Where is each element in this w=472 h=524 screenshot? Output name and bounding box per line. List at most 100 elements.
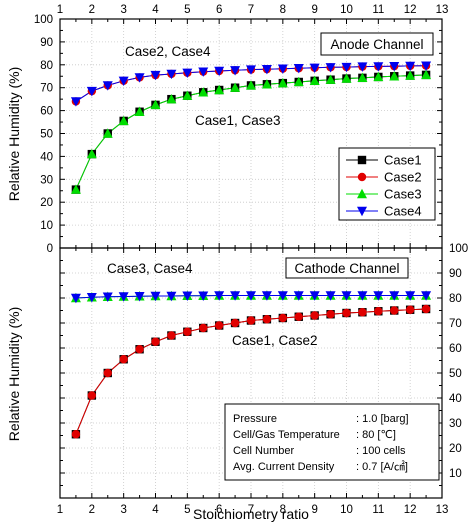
data-point-case2: [326, 310, 335, 319]
info-label-current-density: Avg. Current Density: [233, 461, 335, 473]
data-point-case3: [405, 70, 416, 80]
data-point-case2: [183, 327, 192, 336]
data-point-case4: [309, 291, 320, 301]
legend-marker-case4: [357, 206, 367, 217]
data-point-case4: [246, 291, 256, 301]
y-tick-label: 30: [40, 174, 53, 186]
data-point-case4: [86, 86, 97, 97]
info-value-pressure: : 1.0 [barg]: [356, 413, 409, 425]
data-point-case4: [134, 73, 145, 83]
data-point-case3: [246, 80, 256, 90]
data-point-case4: [341, 62, 352, 73]
legend-label-case2: Case2: [384, 170, 422, 185]
data-point-case4: [102, 292, 113, 302]
data-point-case4: [230, 66, 241, 76]
info-label-cell-number: Cell Number: [233, 445, 294, 457]
data-point-case4: [246, 65, 256, 75]
bottom-panel: 1 2 3 4 5 6 7 8 9 10 11 12 13 102030405060708090100 …: [6, 243, 468, 522]
data-point-case4: [421, 291, 432, 301]
x-tick-label: 10: [340, 504, 353, 516]
data-point-case3: [198, 87, 209, 97]
info-label-pressure: Pressure: [233, 413, 277, 425]
data-point-case3: [214, 84, 225, 95]
data-point-case4: [182, 291, 193, 301]
data-point-case4: [325, 291, 336, 301]
data-point-case3: [261, 79, 272, 89]
x-tick-label: 7: [248, 504, 254, 516]
top-series-markers: [70, 61, 432, 194]
y-tick-label: 90: [449, 268, 462, 280]
x-tick-label: 5: [184, 4, 190, 16]
x-tick-label: 10: [340, 4, 353, 16]
bottom-y-axis-title: Relative Humidity (%): [6, 307, 22, 442]
data-point-case4: [70, 293, 81, 304]
x-tick-label: 13: [436, 504, 449, 516]
data-point-case4: [118, 76, 129, 87]
data-point-case3: [166, 93, 177, 104]
x-tick-label: 3: [120, 504, 126, 516]
info-value-current-density: : 0.7 [A/㎠]: [356, 460, 408, 473]
x-tick-label: 8: [280, 4, 286, 16]
data-point-case3: [182, 90, 193, 100]
data-point-case2: [278, 313, 288, 323]
data-point-case2: [71, 430, 81, 439]
info-value-cell-number: : 100 cells: [356, 445, 406, 457]
data-point-case2: [342, 308, 351, 318]
data-point-case4: [293, 64, 304, 74]
data-point-case4: [277, 291, 288, 301]
x-axis-title: Stoichiometry ratio: [193, 506, 309, 522]
data-point-case4: [166, 69, 177, 80]
data-point-case3: [341, 73, 352, 83]
y-tick-label: 40: [40, 151, 53, 163]
info-box: Pressure : 1.0 [barg] Cell/Gas Temperatu…: [224, 403, 440, 481]
data-point-case4: [373, 291, 384, 301]
data-point-case2: [87, 391, 97, 400]
anode-title-box: [320, 32, 434, 56]
data-point-case3: [134, 106, 145, 116]
data-point-case3: [293, 76, 304, 87]
legend-marker-case2: [357, 172, 367, 182]
data-point-case4: [70, 97, 81, 107]
data-point-case4: [261, 291, 272, 301]
y-tick-label: 100: [449, 243, 468, 255]
data-point-case3: [421, 69, 432, 80]
data-point-case4: [118, 292, 129, 302]
data-point-case3: [86, 148, 97, 159]
legend-items: Case1 Case2 Case3 Case4: [346, 153, 422, 219]
data-point-case4: [150, 291, 161, 302]
data-point-case3: [389, 71, 400, 81]
data-point-case4: [405, 291, 416, 301]
x-tick-label: 5: [184, 504, 190, 516]
y-tick-label: 60: [449, 343, 462, 355]
data-point-case3: [230, 82, 241, 92]
x-tick-label: 7: [248, 4, 254, 16]
y-tick-label: 40: [449, 393, 462, 405]
y-tick-label: 100: [34, 14, 53, 26]
y-tick-label: 70: [449, 318, 462, 330]
data-point-case2: [246, 316, 256, 325]
data-point-case2: [135, 345, 144, 354]
x-tick-label: 2: [89, 4, 95, 16]
y-tick-label: 20: [40, 197, 53, 209]
data-point-case4: [230, 291, 241, 301]
data-point-case4: [389, 291, 400, 301]
data-point-case4: [357, 62, 368, 72]
x-tick-label: 11: [372, 504, 384, 516]
data-point-case2: [151, 337, 160, 346]
data-point-case2: [374, 307, 383, 316]
y-tick-label: 20: [449, 443, 462, 455]
x-tick-label: 12: [404, 504, 417, 516]
x-tick-label: 1: [57, 504, 63, 516]
y-tick-label: 70: [40, 83, 53, 95]
data-point-case4: [182, 68, 193, 79]
data-point-case4: [341, 291, 352, 301]
top-annotation-upper: Case2, Case4: [125, 44, 211, 59]
x-tick-label: 13: [436, 4, 449, 16]
y-tick-label: 50: [40, 129, 53, 141]
data-point-case4: [261, 64, 272, 75]
data-point-case2: [421, 304, 431, 314]
data-point-case3: [277, 77, 288, 88]
data-point-case4: [214, 291, 225, 301]
data-point-case4: [134, 292, 145, 302]
